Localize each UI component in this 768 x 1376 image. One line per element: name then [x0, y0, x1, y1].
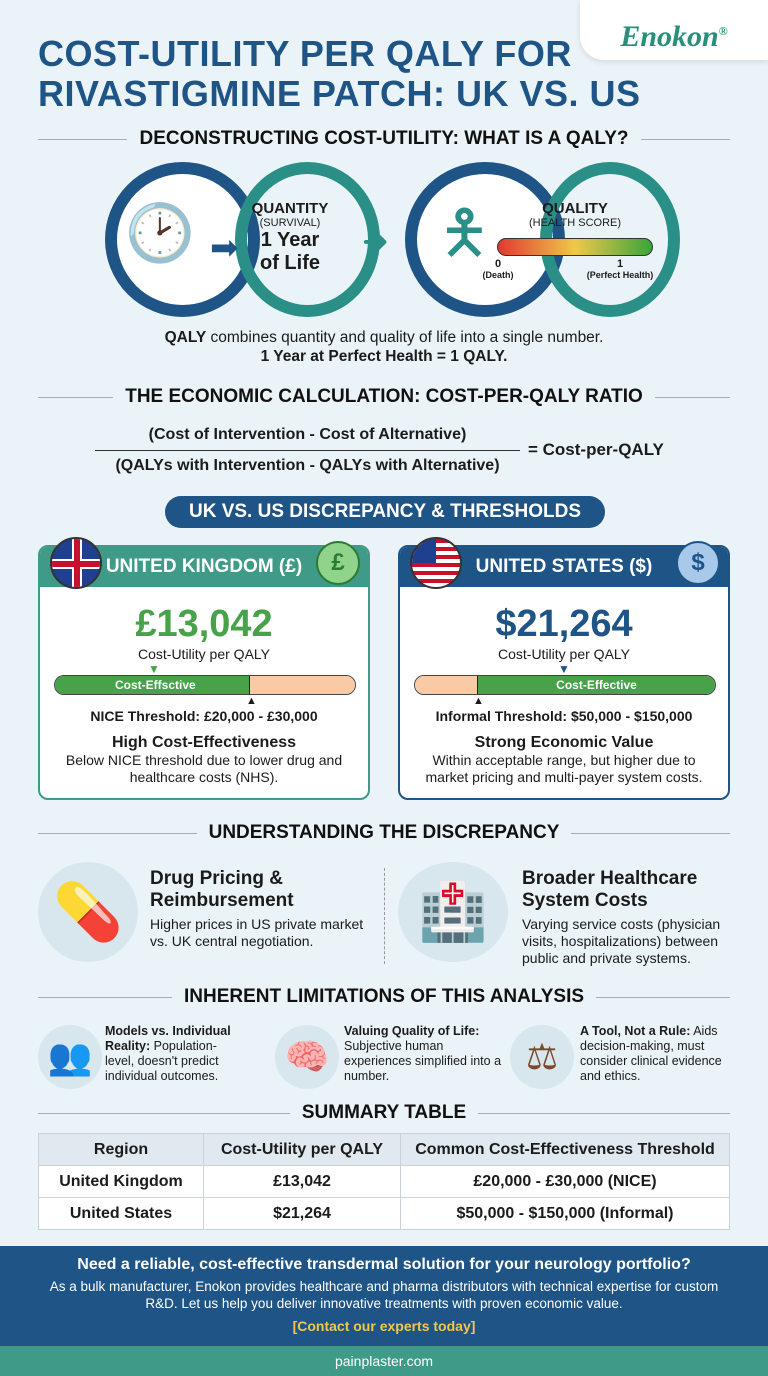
uk-flag-icon: [50, 537, 102, 589]
brain-question-icon: 🧠: [275, 1025, 339, 1089]
gavel-icon: ⚖: [510, 1025, 574, 1089]
qaly-heading: DECONSTRUCTING COST-UTILITY: WHAT IS A Q…: [38, 128, 730, 150]
health-score-gradient-bar: [497, 238, 653, 256]
uk-verdict: High Cost-Effectiveness: [111, 734, 297, 751]
arrow-right-icon: ➜: [362, 223, 389, 259]
limitation-3: A Tool, Not a Rule: Aids decision-making…: [580, 1024, 722, 1083]
us-sublabel: Cost-Utility per QALY: [498, 646, 630, 662]
limitation-1: Models vs. Individual Reality: Populatio…: [105, 1024, 231, 1083]
footer-cta: Need a reliable, cost-effective transder…: [0, 1246, 768, 1346]
scale-min: 0 (Death): [482, 258, 514, 280]
table-header-row: Region Cost-Utility per QALY Common Cost-E…: [38, 1133, 730, 1166]
limitations-heading: INHERENT LIMITATIONS OF THIS ANALYSIS: [38, 986, 730, 1008]
hospital-doctor-icon: 🏥: [398, 862, 508, 962]
uk-value: £13,042: [135, 603, 273, 645]
person-icon: 🯅: [438, 199, 491, 266]
arrow-right-icon: ➡: [210, 229, 239, 267]
quality-text: QUALITY (HEALTH SCORE): [528, 200, 622, 229]
discrepancy-item-2: Broader Healthcare System Costs Varying …: [522, 868, 721, 966]
people-group-icon: 👥: [38, 1025, 102, 1089]
discrepancy-heading: UNDERSTANDING THE DISCREPANCY: [38, 822, 730, 844]
scale-max: 1 (Perfect Health): [586, 258, 654, 280]
us-flag-icon: [410, 537, 462, 589]
limitation-2: Valuing Quality of Life: Subjective huma…: [344, 1024, 502, 1083]
uk-sublabel: Cost-Utility per QALY: [138, 646, 270, 662]
formula-result: = Cost-per-QALY: [528, 440, 664, 459]
website-link[interactable]: painplaster.com: [0, 1346, 768, 1376]
quantity-text: QUANTITY (SURVIVAL) 1 Year of Life: [251, 200, 329, 274]
uk-marker-icon: ▼: [148, 662, 160, 676]
us-desc: Within acceptable range, but higher due …: [425, 752, 703, 785]
us-threshold: Informal Threshold: $50,000 - $150,000: [435, 708, 693, 724]
us-verdict: Strong Economic Value: [474, 734, 654, 751]
clock-calendar-icon: 🕑: [125, 201, 195, 264]
enokon-logo: Enokon®: [580, 0, 768, 60]
calc-heading: THE ECONOMIC CALCULATION: COST-PER-QALY …: [38, 386, 730, 408]
divider: [384, 868, 385, 964]
uk-threshold: NICE Threshold: £20,000 - £30,000: [90, 708, 318, 724]
uk-threshold-bar: Cost-Effsctive: [54, 675, 356, 695]
threshold-pointer-icon: ▲: [246, 695, 257, 707]
qaly-description: QALY combines quantity and quality of li…: [164, 329, 604, 365]
compare-heading: UK VS. US DISCREPANCY & THRESHOLDS: [165, 496, 605, 528]
table-row: United Kingdom £13,042 £20,000 - £30,000 (…: [38, 1165, 730, 1198]
formula-fraction: (Cost of Intervention - Cost of Alternat…: [95, 426, 520, 475]
summary-heading: SUMMARY TABLE: [38, 1102, 730, 1124]
contact-experts-link[interactable]: [Contact our experts today]: [292, 1318, 476, 1334]
page-title: COST-UTILITY PER QALY FOR RIVASTIGMINE PA…: [38, 33, 641, 114]
us-threshold-bar: Cost-Effective: [414, 675, 716, 695]
us-marker-icon: ▼: [558, 662, 570, 676]
us-value: $21,264: [495, 603, 633, 645]
dollar-coin-icon: $: [676, 541, 720, 585]
uk-desc: Below NICE threshold due to lower drug a…: [65, 752, 343, 785]
threshold-pointer-icon: ▲: [473, 695, 484, 707]
table-row: United States $21,264 $50,000 - $150,000 (…: [38, 1197, 730, 1230]
pill-bottle-icon: 💊: [38, 862, 138, 962]
summary-table: Region Cost-Utility per QALY Common Cost-E…: [38, 1133, 730, 1230]
pound-coin-icon: £: [316, 541, 360, 585]
discrepancy-item-1: Drug Pricing & Reimbursement Higher pric…: [150, 868, 364, 949]
